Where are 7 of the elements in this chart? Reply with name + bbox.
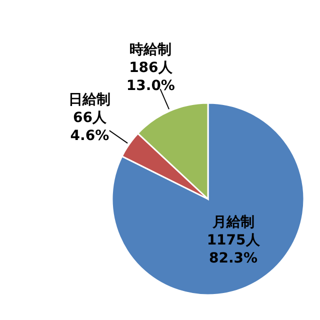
- slice-label: 月給制: [211, 214, 254, 231]
- data-label: 186人 13.0%: [126, 60, 175, 94]
- data-label: 66人 4.6%: [70, 110, 110, 144]
- slice-label: 日給制: [68, 92, 111, 108]
- pie-slice: [111, 102, 305, 296]
- data-label: 1175人 82.3%: [206, 232, 261, 267]
- slice-label: 時給制: [130, 42, 172, 58]
